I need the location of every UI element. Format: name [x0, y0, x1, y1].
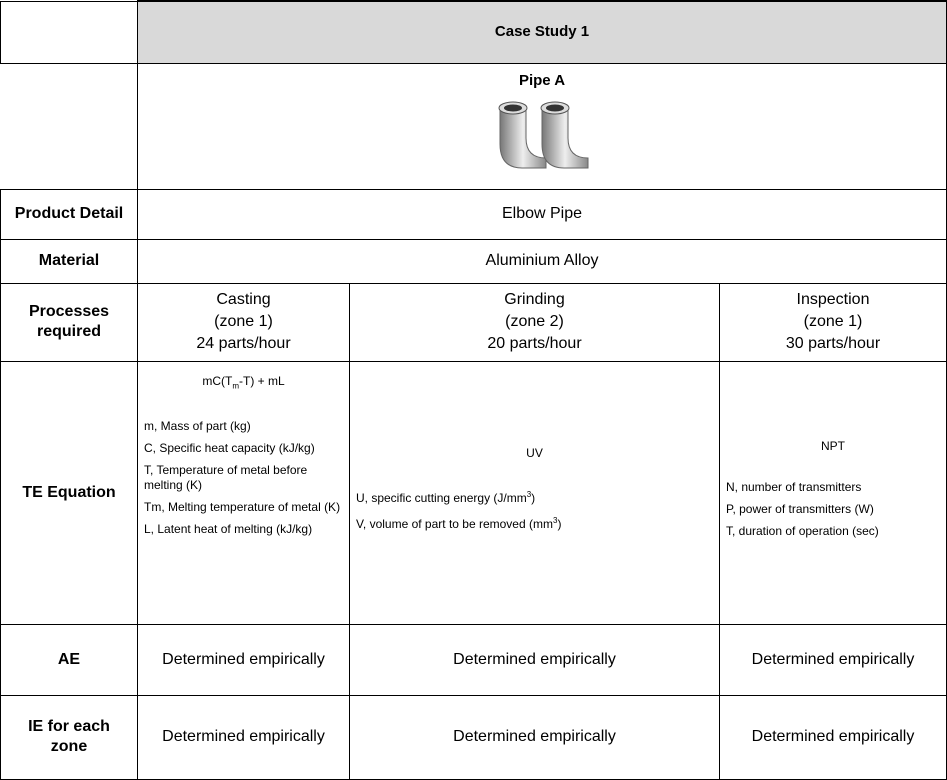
row-label: Processes required — [0, 282, 138, 362]
te-term: U, specific cutting energy (J/mm3) — [356, 487, 713, 506]
ae-value: Determined empirically — [137, 623, 350, 696]
blank-cell — [0, 63, 138, 189]
te-term: L, Latent heat of melting (kJ/kg) — [144, 522, 343, 537]
te-term: m, Mass of part (kg) — [144, 419, 343, 434]
ae-value: Determined empirically — [349, 623, 720, 696]
product-name: Pipe A — [518, 71, 566, 89]
table-row: Pipe A — [0, 62, 947, 190]
ie-value: Determined empirically — [349, 694, 720, 780]
table-row: Material Aluminium Alloy — [0, 238, 947, 284]
process-zone: (zone 1) — [803, 313, 863, 330]
text: U, specific cutting energy (J/mm — [356, 491, 527, 505]
text: ) — [557, 517, 562, 531]
te-cell: NPT N, number of transmitters P, power of … — [718, 360, 947, 625]
text: NPT — [821, 439, 845, 453]
text: ) — [531, 491, 536, 505]
te-formula: NPT — [726, 439, 940, 454]
row-label: Product Detail — [0, 188, 138, 240]
table-row: TE Equation mC(Tm-T) + mL m, Mass of part … — [0, 360, 947, 625]
te-term: V, volume of part to be removed (mm3) — [356, 513, 713, 532]
process-rate: 20 parts/hour — [487, 335, 582, 352]
ie-value: Determined empirically — [718, 694, 947, 780]
process-zone: (zone 1) — [214, 313, 273, 330]
row-label: AE — [0, 623, 138, 696]
text: T, Temperature of metal before melting (… — [144, 462, 308, 492]
te-term: Tm, Melting temperature of metal (K) — [144, 500, 343, 515]
te-cell: UV U, specific cutting energy (J/mm3) V, v… — [349, 360, 720, 625]
text: L, Latent heat of melting (kJ/kg) — [144, 521, 313, 536]
pipe-image — [498, 101, 589, 168]
material: Aluminium Alloy — [136, 238, 947, 284]
text: m, Mass of part (kg) — [144, 418, 251, 433]
process-cell: Grinding (zone 2) 20 parts/hour — [349, 282, 720, 362]
text: P, power of transmitters (W) — [726, 502, 874, 516]
ie-value: Determined empirically — [137, 694, 350, 780]
process-name: Grinding — [504, 291, 565, 308]
ae-value: Determined empirically — [718, 623, 947, 696]
superscript: 3 — [552, 516, 558, 525]
process-name: Casting — [216, 291, 271, 308]
subscript: m — [232, 380, 239, 390]
product-cell: Pipe A — [136, 62, 947, 190]
table-row: IE for each zone Determined empirically De… — [0, 694, 947, 780]
case-title: Case Study 1 — [136, 0, 947, 64]
text: T, duration of operation (sec) — [726, 524, 879, 538]
te-formula: mC(Tm-T) + mL — [144, 374, 343, 393]
text: Tm, Melting temperature of metal (K) — [144, 499, 341, 514]
process-cell: Casting (zone 1) 24 parts/hour — [137, 282, 350, 362]
text: mC(T — [202, 373, 233, 388]
te-formula: UV — [356, 446, 713, 461]
process-zone: (zone 2) — [505, 313, 564, 330]
superscript: 3 — [526, 490, 532, 499]
product-detail: Elbow Pipe — [136, 188, 947, 240]
process-rate: 24 parts/hour — [196, 335, 291, 352]
process-cell: Inspection (zone 1) 30 parts/hour — [718, 282, 947, 362]
te-term: T, duration of operation (sec) — [726, 524, 940, 539]
te-term: N, number of transmitters — [726, 480, 940, 495]
te-term: P, power of transmitters (W) — [726, 502, 940, 517]
row-label: IE for each zone — [0, 694, 138, 780]
process-rate: 30 parts/hour — [785, 335, 881, 352]
table-row: AE Determined empirically Determined empir… — [0, 623, 947, 696]
text: -T) + mL — [239, 373, 285, 388]
process-name: Inspection — [796, 291, 870, 308]
te-term: T, Temperature of metal before melting (… — [144, 463, 343, 493]
te-cell: mC(Tm-T) + mL m, Mass of part (kg) C, Spec… — [137, 360, 350, 625]
row-label: Material — [0, 238, 138, 284]
text: C, Specific heat capacity (kJ/kg) — [144, 440, 315, 455]
te-term: C, Specific heat capacity (kJ/kg) — [144, 441, 343, 456]
table-row: Case Study 1 — [0, 0, 947, 64]
text: UV — [526, 446, 543, 460]
table-row: Product Detail Elbow Pipe — [0, 188, 947, 240]
row-label: TE Equation — [0, 360, 138, 625]
blank-cell — [0, 0, 138, 64]
text: V, volume of part to be removed (mm — [356, 517, 553, 531]
text: N, number of transmitters — [726, 480, 862, 494]
table-row: Processes required Casting (zone 1) 24 part… — [0, 282, 947, 362]
